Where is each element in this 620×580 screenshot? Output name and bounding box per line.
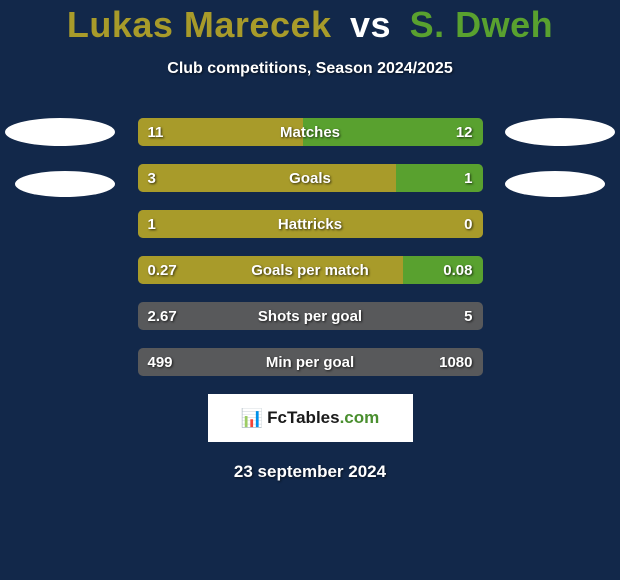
- stat-row: 0.270.08Goals per match: [138, 256, 483, 284]
- stat-label: Min per goal: [138, 348, 483, 376]
- stat-label: Shots per goal: [138, 302, 483, 330]
- brand-name: FcTables: [267, 408, 339, 427]
- brand-text: FcTables.com: [267, 408, 379, 428]
- comparison-infographic: Lukas Marecek vs S. Dweh Club competitio…: [0, 0, 620, 580]
- stat-label: Matches: [138, 118, 483, 146]
- player2-oval-bottom: [505, 171, 605, 197]
- player2-oval-top: [505, 118, 615, 146]
- brand-chart-icon: 📊: [241, 409, 263, 427]
- stat-label: Goals per match: [138, 256, 483, 284]
- brand-tld: .com: [340, 408, 380, 427]
- comparison-bars: 1112Matches 31Goals 10Hattricks 0.270.08Goa…: [138, 118, 483, 376]
- player2-name: S. Dweh: [410, 4, 554, 45]
- player1-oval-bottom: [15, 171, 115, 197]
- page-title: Lukas Marecek vs S. Dweh: [0, 4, 620, 46]
- stat-row: 10Hattricks: [138, 210, 483, 238]
- subtitle: Club competitions, Season 2024/2025: [0, 60, 620, 78]
- stat-row: 2.675Shots per goal: [138, 302, 483, 330]
- player1-name: Lukas Marecek: [67, 4, 332, 45]
- vs-label: vs: [350, 4, 391, 45]
- stat-row: 1112Matches: [138, 118, 483, 146]
- stat-row: 4991080Min per goal: [138, 348, 483, 376]
- stat-row: 31Goals: [138, 164, 483, 192]
- footer-date: 23 september 2024: [0, 462, 620, 482]
- stat-label: Goals: [138, 164, 483, 192]
- stat-label: Hattricks: [138, 210, 483, 238]
- stats-area: 1112Matches 31Goals 10Hattricks 0.270.08Goa…: [0, 118, 620, 376]
- brand-box[interactable]: 📊 FcTables.com: [208, 394, 413, 442]
- player1-oval-top: [5, 118, 115, 146]
